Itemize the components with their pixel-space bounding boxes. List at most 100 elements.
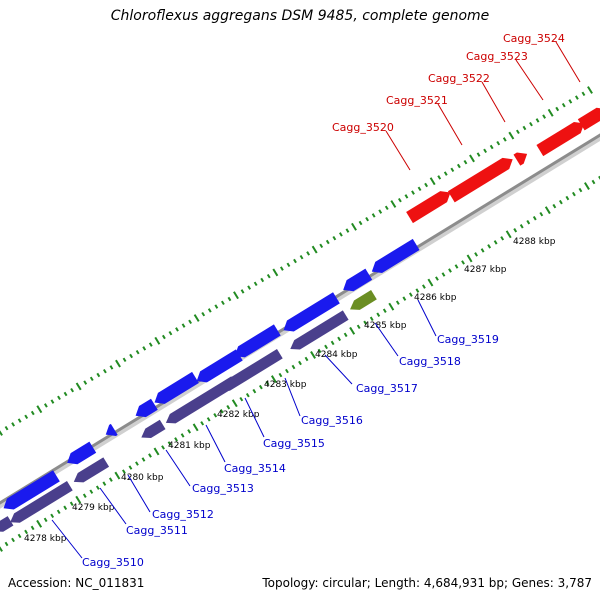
reverse-gene-label: Cagg_3513 xyxy=(192,482,254,495)
reverse-gene-callout-line xyxy=(284,377,301,417)
reverse-gene-callout-line xyxy=(51,519,83,559)
inner-tick xyxy=(422,284,426,289)
outer-tick xyxy=(148,342,153,347)
reverse-gene-callout-line xyxy=(165,449,191,487)
inner-tick xyxy=(526,220,531,225)
reverse-gene-arrow xyxy=(105,423,118,436)
reverse-gene-label: Cagg_3514 xyxy=(224,462,286,475)
outer-tick xyxy=(469,154,475,163)
inner-tick xyxy=(148,453,152,458)
outer-tick xyxy=(24,414,29,420)
inner-tick xyxy=(265,380,270,386)
outer-tick xyxy=(96,372,101,378)
outer-tick xyxy=(286,262,291,268)
inner-tick xyxy=(349,326,356,335)
inner-tick xyxy=(487,244,492,249)
outer-tick xyxy=(11,422,16,427)
outer-tick xyxy=(181,323,186,328)
forward-gene-callout-line xyxy=(555,41,581,83)
inner-tick xyxy=(343,332,348,338)
inner-tick xyxy=(298,360,302,366)
kbp-tick-label: 4281 kbp xyxy=(168,441,211,451)
accession-text: Accession: NC_011831 xyxy=(8,576,145,590)
reverse-gene-arrow xyxy=(3,470,60,510)
inner-tick xyxy=(448,268,452,273)
inner-tick xyxy=(102,481,107,486)
outer-tick xyxy=(4,425,9,431)
outer-tick xyxy=(142,346,147,351)
inner-tick xyxy=(278,372,283,378)
outer-tick xyxy=(89,376,94,382)
outer-tick xyxy=(463,159,468,165)
reverse-gene-shadow xyxy=(165,376,237,424)
inner-tick xyxy=(69,501,74,506)
outer-tick xyxy=(417,186,422,192)
inner-tick xyxy=(480,248,485,253)
inner-tick xyxy=(493,240,498,245)
outer-tick xyxy=(522,125,527,131)
outer-tick xyxy=(502,137,507,142)
outer-tick xyxy=(102,368,107,374)
outer-tick xyxy=(83,380,88,385)
outer-tick xyxy=(168,330,173,336)
outer-tick xyxy=(214,304,219,309)
outer-tick xyxy=(57,395,61,401)
inner-tick xyxy=(356,324,361,330)
kbp-tick-label: 4287 kbp xyxy=(464,265,507,275)
outer-tick xyxy=(75,382,82,391)
inner-tick xyxy=(519,224,524,229)
inner-tick xyxy=(24,529,28,535)
inner-tick-ring xyxy=(0,175,600,552)
reverse-gene-arrow xyxy=(371,238,420,273)
rna-gene-block xyxy=(350,289,377,310)
inner-tick xyxy=(388,302,395,311)
outer-tick xyxy=(332,235,337,241)
reverse-gene-callout-line xyxy=(127,474,151,513)
outer-tick xyxy=(260,277,265,283)
inner-tick xyxy=(161,445,165,450)
inner-tick xyxy=(17,533,22,539)
inner-tick xyxy=(584,182,590,190)
reverse-gene-label: Cagg_3510 xyxy=(82,556,144,569)
inner-tick xyxy=(4,541,9,547)
outer-tick-ring xyxy=(0,86,593,436)
inner-tick xyxy=(167,441,172,446)
outer-tick xyxy=(233,291,239,300)
outer-tick xyxy=(338,232,343,237)
forward-gene-callout-line xyxy=(515,59,544,101)
inner-tick xyxy=(466,254,473,263)
reverse-gene-shadow xyxy=(73,457,110,483)
reverse-gene-label: Cagg_3518 xyxy=(399,355,461,368)
outer-tick xyxy=(587,86,593,94)
forward-gene-label: Cagg_3521 xyxy=(386,94,448,107)
outer-tick xyxy=(411,190,415,195)
inner-tick xyxy=(369,316,374,321)
outer-tick xyxy=(36,405,43,414)
outer-tick xyxy=(437,175,442,180)
outer-tick xyxy=(188,319,193,325)
reverse-gene-label: Cagg_3511 xyxy=(126,524,188,537)
outer-tick xyxy=(483,148,488,154)
outer-tick xyxy=(247,285,252,290)
inner-tick xyxy=(135,461,139,466)
inner-tick xyxy=(36,519,43,528)
inner-tick xyxy=(270,375,277,384)
reverse-gene-shadow xyxy=(290,310,349,350)
outer-tick xyxy=(581,91,586,97)
inner-tick xyxy=(285,368,289,374)
inner-tick xyxy=(153,447,160,456)
inner-tick xyxy=(337,336,342,342)
inner-tick xyxy=(180,433,185,438)
outer-tick xyxy=(175,327,179,332)
forward-gene-callout-line xyxy=(385,130,411,171)
inner-tick xyxy=(395,300,400,305)
outer-tick xyxy=(115,359,121,368)
kbp-tick-label: 4285 kbp xyxy=(364,321,407,331)
inner-tick xyxy=(565,195,570,201)
forward-gene-arrow xyxy=(536,122,585,157)
outer-tick xyxy=(515,129,520,135)
inner-tick xyxy=(141,457,146,462)
map-title: Chloroflexus aggregans DSM 9485, complet… xyxy=(110,8,490,24)
outer-tick xyxy=(476,152,481,157)
